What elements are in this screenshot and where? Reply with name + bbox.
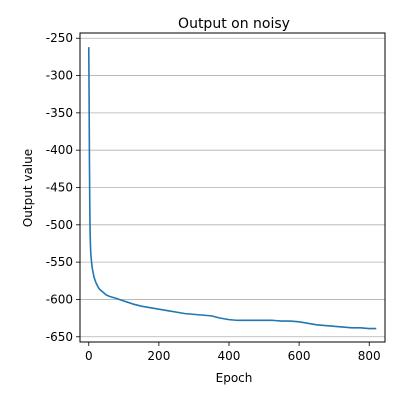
- x-tick-label: 400: [218, 349, 241, 363]
- x-tick-label: 800: [358, 349, 381, 363]
- chart-title: Output on noisy: [178, 16, 290, 32]
- y-tick-label: -650: [46, 330, 73, 344]
- y-tick-label: -600: [46, 292, 73, 306]
- x-axis-ticks: 0 200 400 600 800: [85, 342, 381, 363]
- x-tick-label: 0: [85, 349, 93, 363]
- y-tick-label: -400: [46, 143, 73, 157]
- y-tick-label: -350: [46, 106, 73, 120]
- x-tick-label: 600: [288, 349, 311, 363]
- y-tick-label: -550: [46, 255, 73, 269]
- y-axis-ticks: -250 -300 -350 -400 -450 -500 -550 -600 -650: [46, 31, 80, 344]
- series-line: [87, 47, 377, 330]
- y-axis-label: Output value: [21, 149, 35, 227]
- x-axis-label: Epoch: [216, 371, 253, 385]
- y-tick-label: -500: [46, 218, 73, 232]
- x-tick-label: 200: [147, 349, 170, 363]
- y-tick-label: -250: [46, 31, 73, 45]
- y-tick-label: -450: [46, 181, 73, 195]
- gridlines: [80, 37, 385, 338]
- y-tick-label: -300: [46, 69, 73, 83]
